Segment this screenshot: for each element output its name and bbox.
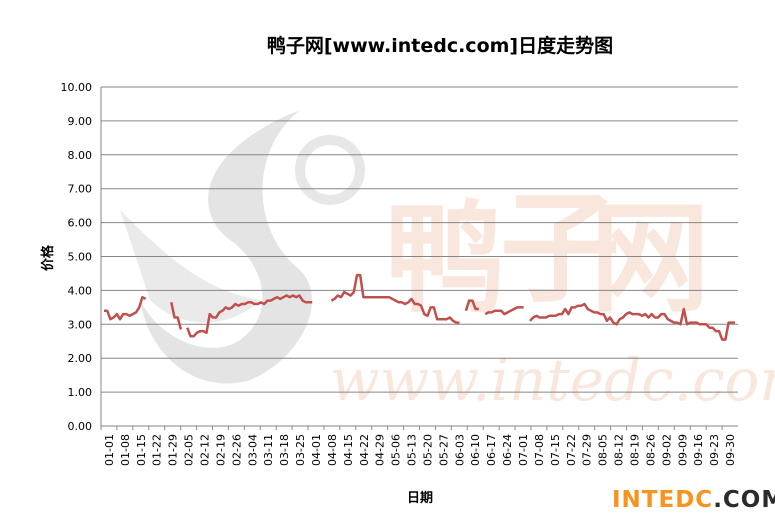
x-tick-label: 07-08 [533, 434, 546, 466]
x-tick-label: 01-15 [135, 434, 148, 466]
y-axis-label: 价格 [40, 244, 56, 271]
y-tick-label: 2.00 [68, 352, 93, 365]
x-tick-label: 07-01 [517, 434, 530, 466]
watermark-text: www.intedc.com [330, 346, 775, 414]
x-tick-label: 06-10 [469, 434, 482, 466]
y-tick-label: 8.00 [68, 149, 93, 162]
x-tick-label: 01-29 [167, 434, 180, 466]
x-tick-label: 04-15 [342, 434, 355, 466]
x-tick-label: 07-29 [581, 434, 594, 466]
watermark-logo [120, 110, 365, 384]
x-tick-label: 07-15 [549, 434, 562, 466]
x-tick-label: 09-30 [724, 434, 737, 466]
svg-text:网: 网 [590, 190, 710, 329]
x-tick-label: 06-24 [501, 434, 514, 466]
x-tick-label: 05-27 [437, 434, 450, 466]
x-tick-label: 05-13 [406, 434, 419, 466]
x-tick-label: 09-23 [708, 434, 721, 466]
svg-text:鸭: 鸭 [385, 190, 505, 329]
svg-text:子: 子 [500, 180, 620, 319]
y-tick-label: 0.00 [68, 420, 93, 433]
y-tick-label: 10.00 [61, 81, 93, 94]
x-axis-tick-labels: 01-01 01-08 01-15 01-22 01-29 02-05 02-12 02-19… [100, 426, 737, 466]
x-tick-label: 06-03 [453, 434, 466, 466]
series-line [104, 273, 735, 341]
y-tick-label: 9.00 [68, 115, 93, 128]
x-tick-label: 04-01 [310, 434, 323, 466]
x-tick-label: 08-05 [597, 434, 610, 466]
y-axis-tick-labels: 0.00 1.00 2.00 3.00 4.00 5.00 6.00 7.00 8.00 9.00… [61, 81, 93, 433]
y-tick-label: 1.00 [68, 386, 93, 399]
x-tick-label: 07-22 [565, 434, 578, 466]
x-tick-label: 03-04 [246, 434, 259, 466]
x-tick-label: 09-09 [676, 434, 689, 466]
x-tick-label: 05-20 [421, 434, 434, 466]
x-tick-label: 08-26 [644, 434, 657, 466]
x-tick-label: 02-05 [183, 434, 196, 466]
x-tick-label: 04-22 [358, 434, 371, 466]
y-tick-label: 3.00 [68, 318, 93, 331]
x-tick-label: 02-26 [230, 434, 243, 466]
x-tick-label: 05-06 [390, 434, 403, 466]
x-tick-label: 04-08 [326, 434, 339, 466]
x-axis-label: 日期 [407, 491, 433, 506]
watermark-cjk-text: 鸭 子 网 [385, 180, 710, 329]
y-tick-label: 6.00 [68, 217, 93, 230]
x-tick-label: 09-02 [660, 434, 673, 466]
x-tick-label: 03-11 [262, 434, 275, 466]
y-tick-label: 7.00 [68, 183, 93, 196]
x-tick-label: 03-25 [294, 434, 307, 466]
chart-title: 鸭子网[www.intedc.com]日度走势图 [267, 34, 613, 57]
x-tick-label: 03-18 [278, 434, 291, 466]
gridlines [100, 86, 738, 427]
x-tick-label: 04-29 [374, 434, 387, 466]
x-tick-label: 01-08 [119, 434, 132, 466]
x-tick-label: 09-16 [692, 434, 705, 466]
x-tick-label: 02-19 [214, 434, 227, 466]
x-tick-label: 02-12 [199, 434, 212, 466]
x-tick-label: 01-22 [151, 434, 164, 466]
y-tick-label: 5.00 [68, 251, 93, 264]
x-tick-label: 06-17 [485, 434, 498, 466]
x-tick-label: 08-19 [628, 434, 641, 466]
brand-logo: INTEDC.COM [612, 487, 775, 513]
y-tick-label: 4.00 [68, 284, 93, 297]
x-tick-label: 01-01 [103, 434, 116, 466]
series-price-line [104, 273, 735, 341]
svg-text:www.intedc.com: www.intedc.com [330, 346, 775, 414]
x-tick-label: 08-12 [613, 434, 626, 466]
